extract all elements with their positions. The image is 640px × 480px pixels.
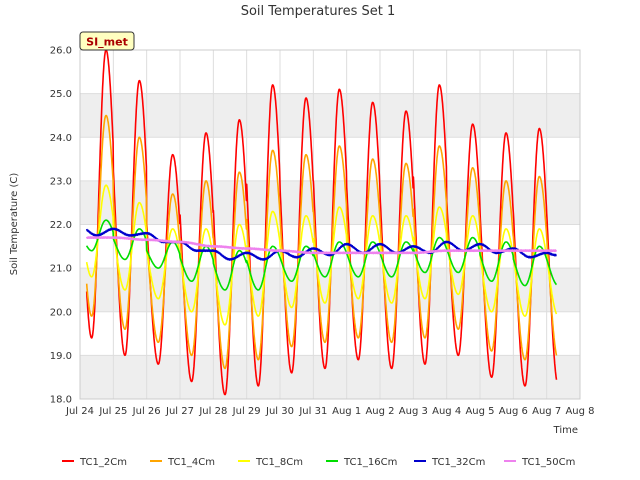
x-tick-label: Jul 26 — [132, 406, 161, 417]
legend-label: TC1_4Cm — [167, 457, 215, 468]
legend-item-tc1-50cm: TC1_50Cm — [504, 457, 575, 468]
plot-frame — [79, 49, 581, 400]
x-tick-label: Aug 7 — [532, 406, 561, 417]
x-tick-label: Jul 25 — [98, 406, 127, 417]
legend-label: TC1_2Cm — [79, 457, 127, 468]
legend-label: TC1_16Cm — [343, 457, 397, 468]
y-tick-label: 22.0 — [50, 220, 72, 231]
y-tick-label: 19.0 — [50, 351, 72, 362]
site-badge-label: SI_met — [86, 36, 128, 49]
x-tick-label: Jul 24 — [65, 406, 94, 417]
plot-band — [80, 93, 580, 138]
y-tick-label: 21.0 — [50, 264, 72, 275]
legend: TC1_2Cm TC1_4Cm TC1_8Cm TC1_16Cm TC1_32Cm TC1… — [62, 457, 575, 468]
chart-title: Soil Temperatures Set 1 — [241, 4, 396, 19]
y-axis-ticks: 18.0 19.0 20.0 21.0 22.0 23.0 24.0 25.0 26.0 — [50, 46, 72, 406]
series-line-tc1-4cm — [85, 114, 558, 370]
legend-item-tc1-16cm: TC1_16Cm — [326, 457, 397, 468]
y-tick-label: 20.0 — [50, 307, 72, 318]
y-tick-label: 18.0 — [50, 395, 72, 406]
x-tick-label: Aug 8 — [565, 406, 594, 417]
x-tick-label: Jul 31 — [298, 406, 327, 417]
series-layer — [85, 49, 558, 396]
plot-band — [80, 180, 580, 225]
x-axis-ticks: Jul 24 Jul 25 Jul 26 Jul 27 Jul 28 Jul 29 Jul … — [65, 406, 595, 417]
x-tick-label: Aug 2 — [365, 406, 394, 417]
x-tick-label: Jul 30 — [265, 406, 294, 417]
y-tick-label: 26.0 — [50, 46, 72, 57]
series-line-tc1-8cm — [85, 184, 558, 326]
x-tick-label: Jul 27 — [165, 406, 194, 417]
y-axis-label: Soil Temperature (C) — [9, 173, 20, 276]
series-line-tc1-50cm — [85, 236, 557, 255]
legend-label: TC1_8Cm — [255, 457, 303, 468]
legend-item-tc1-4cm: TC1_4Cm — [150, 457, 215, 468]
x-tick-label: Aug 3 — [399, 406, 428, 417]
site-badge: SI_met — [79, 31, 135, 51]
x-tick-label: Aug 6 — [499, 406, 528, 417]
axes — [79, 49, 581, 400]
x-tick-label: Aug 1 — [332, 406, 361, 417]
x-tick-label: Jul 28 — [198, 406, 227, 417]
x-axis-label: Time — [553, 425, 578, 436]
legend-item-tc1-32cm: TC1_32Cm — [414, 457, 485, 468]
y-tick-label: 24.0 — [50, 133, 72, 144]
y-tick-label: 23.0 — [50, 176, 72, 187]
series-line-tc1-16cm — [85, 219, 557, 291]
legend-item-tc1-8cm: TC1_8Cm — [238, 457, 303, 468]
legend-label: TC1_50Cm — [521, 457, 575, 468]
x-tick-label: Jul 29 — [232, 406, 261, 417]
x-tick-label: Aug 4 — [432, 406, 461, 417]
x-tick-label: Aug 5 — [465, 406, 494, 417]
legend-item-tc1-2cm: TC1_2Cm — [62, 457, 127, 468]
y-tick-label: 25.0 — [50, 89, 72, 100]
plot-band — [80, 355, 580, 399]
legend-label: TC1_32Cm — [431, 457, 485, 468]
